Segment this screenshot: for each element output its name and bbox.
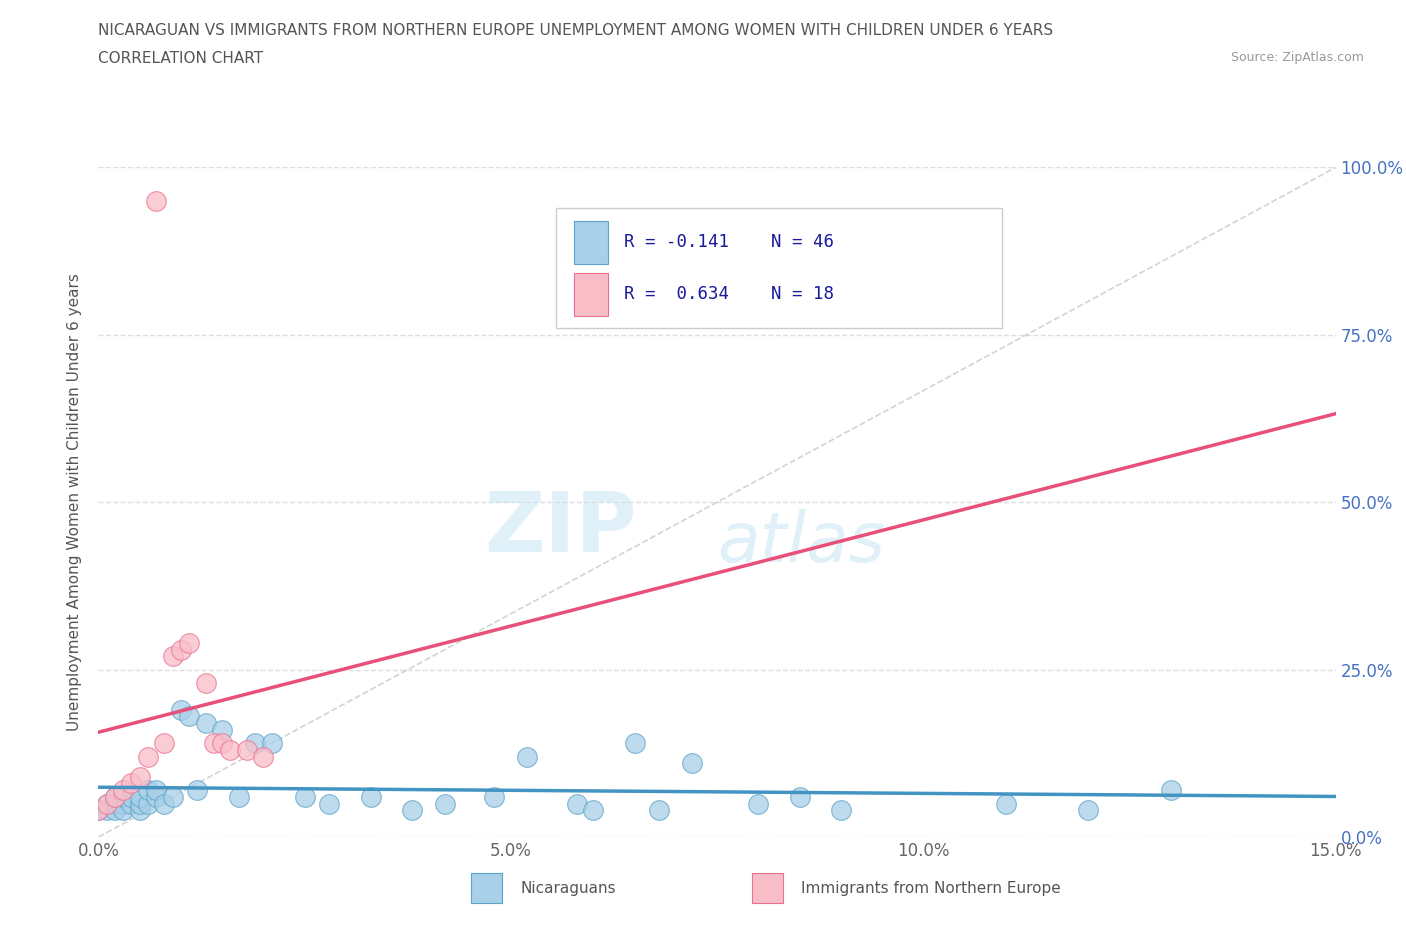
Point xyxy=(120,796,142,811)
Point xyxy=(789,790,811,804)
Point xyxy=(186,783,208,798)
FancyBboxPatch shape xyxy=(557,207,1001,328)
Text: atlas: atlas xyxy=(717,509,884,576)
Point xyxy=(162,649,184,664)
Point xyxy=(830,803,852,817)
Point xyxy=(96,803,118,817)
Point xyxy=(260,736,283,751)
Point xyxy=(211,736,233,751)
Point xyxy=(112,790,135,804)
Text: Immigrants from Northern Europe: Immigrants from Northern Europe xyxy=(801,881,1062,896)
Point xyxy=(87,803,110,817)
Point xyxy=(170,702,193,717)
Point xyxy=(194,675,217,690)
Point xyxy=(194,716,217,731)
Point xyxy=(294,790,316,804)
Point xyxy=(681,756,703,771)
Point xyxy=(1160,783,1182,798)
Point xyxy=(243,736,266,751)
Point xyxy=(87,803,110,817)
Point xyxy=(648,803,671,817)
Point xyxy=(623,736,645,751)
Text: R =  0.634    N = 18: R = 0.634 N = 18 xyxy=(624,285,834,303)
Point xyxy=(162,790,184,804)
Point xyxy=(120,790,142,804)
Point xyxy=(96,796,118,811)
Point xyxy=(211,723,233,737)
Point xyxy=(170,642,193,657)
Point xyxy=(228,790,250,804)
Text: R = -0.141    N = 46: R = -0.141 N = 46 xyxy=(624,233,834,251)
Point xyxy=(219,742,242,757)
Point xyxy=(179,709,201,724)
Point xyxy=(128,769,150,784)
Point xyxy=(145,790,167,804)
Point xyxy=(153,796,176,811)
Point xyxy=(401,803,423,817)
Point xyxy=(145,193,167,208)
Y-axis label: Unemployment Among Women with Children Under 6 years: Unemployment Among Women with Children U… xyxy=(67,273,83,731)
Point xyxy=(112,796,135,811)
Point xyxy=(1077,803,1099,817)
Point xyxy=(136,796,159,811)
Point xyxy=(516,750,538,764)
Point xyxy=(360,790,382,804)
Point xyxy=(582,803,605,817)
Point xyxy=(994,796,1017,811)
Point xyxy=(104,796,127,811)
Point xyxy=(153,736,176,751)
Text: Nicaraguans: Nicaraguans xyxy=(520,881,616,896)
Point xyxy=(202,736,225,751)
Point xyxy=(236,742,259,757)
Point xyxy=(104,790,127,804)
Point xyxy=(128,803,150,817)
FancyBboxPatch shape xyxy=(574,221,609,264)
Point xyxy=(104,790,127,804)
Point xyxy=(96,796,118,811)
Point xyxy=(252,750,274,764)
Point xyxy=(136,750,159,764)
Point xyxy=(136,783,159,798)
Point xyxy=(433,796,456,811)
Point xyxy=(145,783,167,798)
Point xyxy=(128,790,150,804)
FancyBboxPatch shape xyxy=(574,272,609,316)
Point xyxy=(120,776,142,790)
Point xyxy=(179,635,201,650)
Point xyxy=(112,803,135,817)
Point xyxy=(747,796,769,811)
Point xyxy=(565,796,588,811)
Text: CORRELATION CHART: CORRELATION CHART xyxy=(98,51,263,66)
Text: NICARAGUAN VS IMMIGRANTS FROM NORTHERN EUROPE UNEMPLOYMENT AMONG WOMEN WITH CHIL: NICARAGUAN VS IMMIGRANTS FROM NORTHERN E… xyxy=(98,23,1053,38)
Point xyxy=(104,803,127,817)
Text: Source: ZipAtlas.com: Source: ZipAtlas.com xyxy=(1230,51,1364,64)
Point xyxy=(484,790,506,804)
Point xyxy=(112,783,135,798)
Point xyxy=(318,796,340,811)
Point xyxy=(128,796,150,811)
Text: ZIP: ZIP xyxy=(484,488,637,569)
